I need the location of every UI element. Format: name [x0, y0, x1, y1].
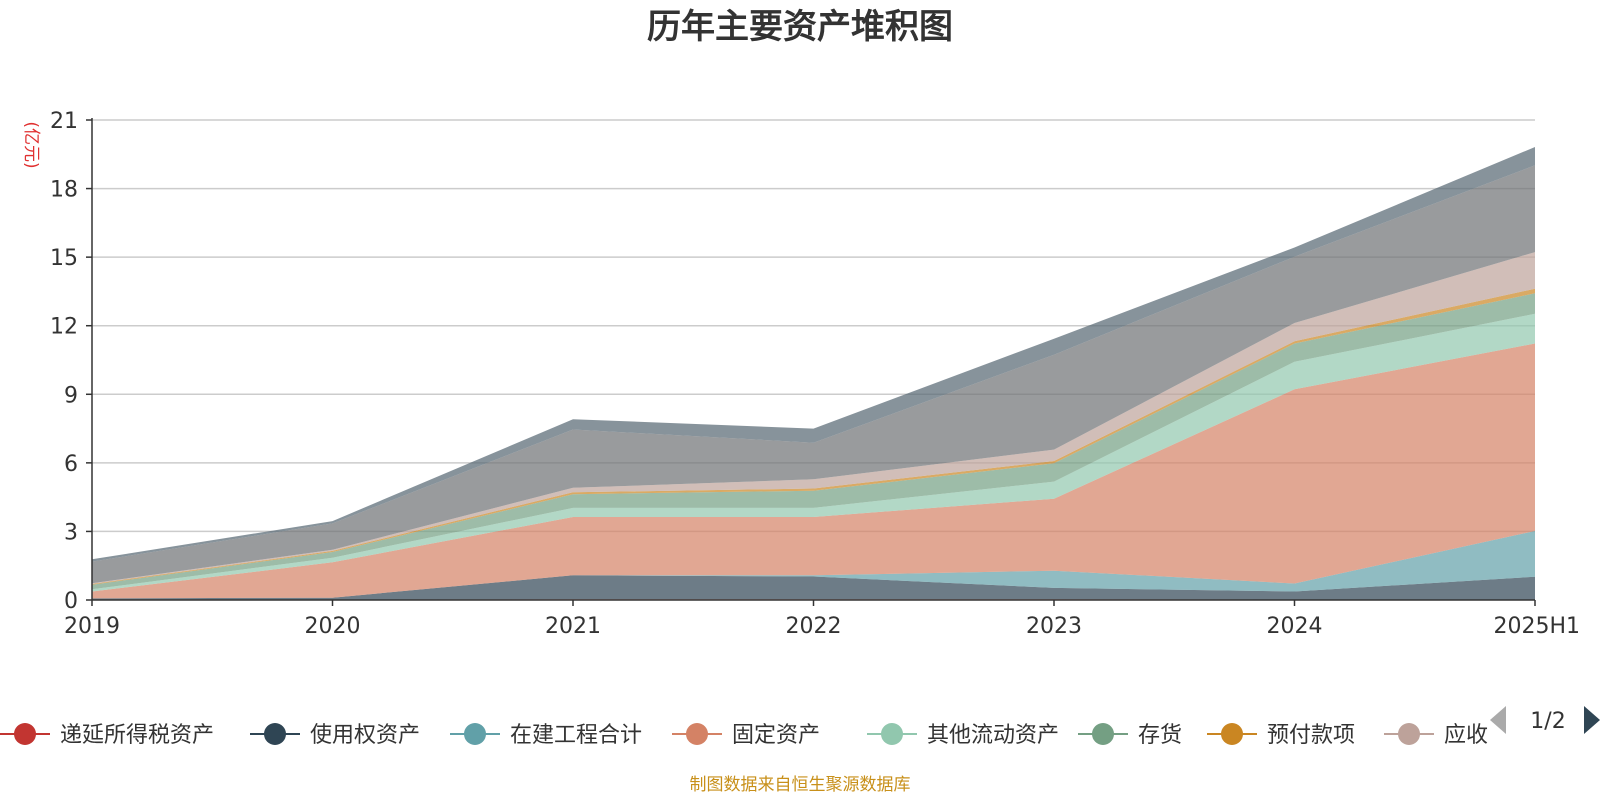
y-tick-label: 15 — [50, 246, 78, 271]
legend: 递延所得税资产 使用权资产 在建工程合计 固定资产 其他流动资产 存货 预付款项 应收 — [0, 723, 1488, 748]
x-tick-label: 2019 — [64, 614, 120, 639]
legend-item[interactable]: 应收 — [1384, 723, 1488, 748]
legend-label: 其他流动资产 — [927, 723, 1059, 748]
y-tick-label: 3 — [64, 520, 78, 545]
legend-label: 预付款项 — [1267, 723, 1355, 748]
legend-item[interactable]: 递延所得税资产 — [0, 723, 214, 748]
area-series — [92, 147, 1535, 600]
legend-label: 存货 — [1138, 723, 1182, 748]
legend-item[interactable]: 固定资产 — [672, 723, 820, 748]
y-axis-unit-label: (亿元) — [21, 121, 41, 168]
legend-marker-icon — [1221, 723, 1243, 745]
x-tick-label: 2024 — [1267, 614, 1323, 639]
x-tick-label: 2022 — [786, 614, 842, 639]
axes: 0 3 6 9 12 15 18 21 2019 2020 2021 2022 2023 2024 2025… — [50, 109, 1580, 639]
legend-item[interactable]: 存货 — [1078, 723, 1182, 748]
x-tick-label: 2021 — [545, 614, 601, 639]
legend-label: 递延所得税资产 — [60, 723, 214, 748]
source-note: 制图数据来自恒生聚源数据库 — [690, 775, 911, 795]
legend-item[interactable]: 预付款项 — [1207, 723, 1355, 748]
x-tick-label: 2023 — [1026, 614, 1082, 639]
x-tick-label: 2025H1 — [1493, 614, 1580, 639]
legend-next-page-icon[interactable] — [1584, 706, 1600, 734]
y-tick-label: 0 — [64, 589, 78, 614]
legend-label: 应收 — [1444, 723, 1488, 748]
legend-item[interactable]: 其他流动资产 — [867, 723, 1059, 748]
y-tick-label: 9 — [64, 383, 78, 408]
legend-marker-icon — [1092, 723, 1114, 745]
grid-lines — [92, 119, 1535, 533]
x-tick-label: 2020 — [305, 614, 361, 639]
legend-label: 使用权资产 — [310, 723, 420, 748]
legend-page-indicator: 1/2 — [1530, 709, 1565, 734]
area-series-3 — [92, 343, 1535, 599]
legend-marker-icon — [464, 723, 486, 745]
legend-item[interactable]: 使用权资产 — [250, 723, 420, 748]
legend-prev-page-icon[interactable] — [1490, 706, 1506, 734]
y-tick-label: 12 — [50, 315, 78, 340]
y-tick-label: 21 — [50, 109, 78, 134]
legend-item[interactable]: 在建工程合计 — [450, 723, 642, 748]
legend-marker-icon — [14, 723, 36, 745]
legend-pager: 1/2 — [1490, 706, 1600, 734]
legend-marker-icon — [264, 723, 286, 745]
legend-label: 在建工程合计 — [510, 723, 642, 748]
y-tick-label: 18 — [50, 178, 78, 203]
legend-label: 固定资产 — [732, 723, 820, 748]
legend-marker-icon — [881, 723, 903, 745]
area-series-1 — [92, 575, 1535, 600]
area-series-8 — [92, 165, 1535, 584]
legend-marker-icon — [1398, 723, 1420, 745]
chart-title: 历年主要资产堆积图 — [647, 7, 953, 47]
y-tick-label: 6 — [64, 452, 78, 477]
area-series-2 — [92, 531, 1535, 599]
legend-marker-icon — [686, 723, 708, 745]
